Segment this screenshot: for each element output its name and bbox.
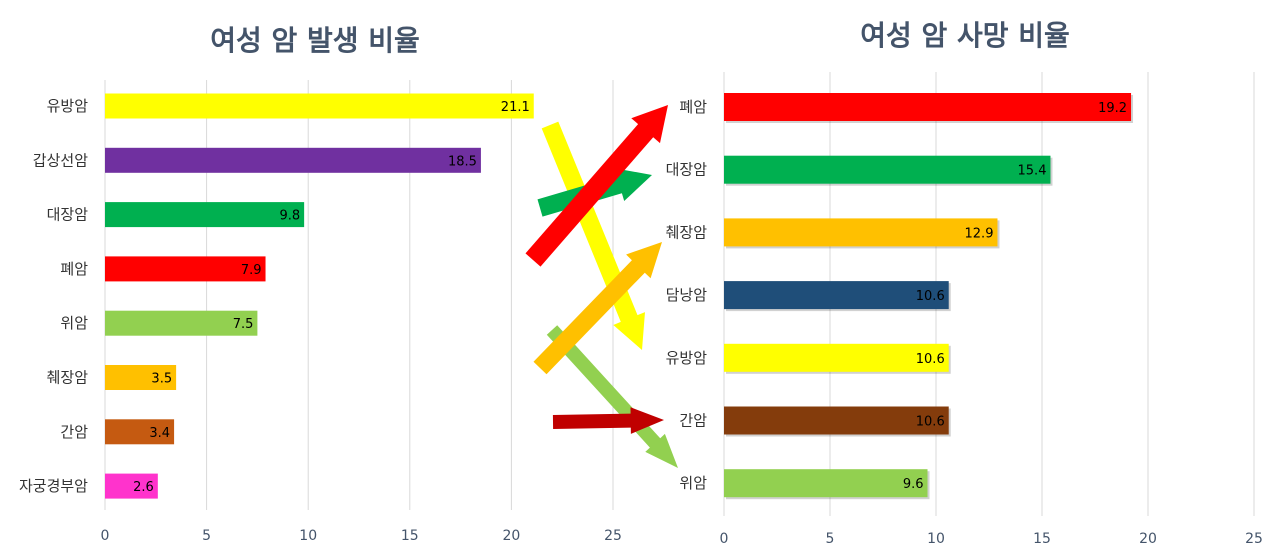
- mortality-category-label: 대장암: [666, 161, 708, 179]
- mortality-bar: [724, 281, 949, 310]
- mortality-chart: 여성 암 사망 비율 0 5 10 15 20 25 폐암 19.2 대장암 15.4 췌장암 12.…: [666, 19, 1263, 547]
- incidence-x-tick-label: 25: [604, 528, 622, 544]
- incidence-category-label: 췌장암: [47, 369, 89, 387]
- mortality-value-label: 10.6: [916, 352, 945, 367]
- incidence-x-tick-label: 15: [401, 528, 419, 544]
- incidence-value-label: 21.1: [501, 100, 530, 115]
- incidence-bar: [105, 310, 258, 336]
- mortality-value-label: 12.9: [965, 226, 994, 241]
- incidence-value-label: 9.8: [279, 209, 300, 224]
- incidence-bar: [105, 473, 158, 499]
- mortality-x-tick-label: 10: [927, 531, 945, 547]
- mortality-x-tick-label: 5: [826, 531, 835, 547]
- rank-change-arrows: [525, 105, 678, 468]
- mortality-x-tick-label: 25: [1245, 531, 1263, 547]
- incidence-x-tick-label: 20: [502, 528, 520, 544]
- incidence-category-label: 유방암: [47, 97, 89, 115]
- incidence-category-label: 갑상선암: [33, 151, 88, 169]
- incidence-x-tick-label: 5: [202, 528, 211, 544]
- incidence-bar: [105, 256, 266, 282]
- incidence-chart-title: 여성 암 발생 비율: [210, 24, 420, 57]
- mortality-value-label: 9.6: [903, 477, 924, 492]
- mortality-bar: [724, 155, 1051, 184]
- mortality-value-label: 10.6: [916, 289, 945, 304]
- incidence-chart: 여성 암 발생 비율 0 5 10 15 20 25 유방암 21.1 갑상선암 18.5 대장암 9…: [19, 24, 622, 544]
- incidence-value-label: 3.5: [151, 372, 172, 387]
- mortality-category-label: 간암: [679, 412, 707, 430]
- mortality-bar: [724, 343, 949, 372]
- incidence-category-label: 폐암: [60, 260, 88, 278]
- mortality-category-label: 유방암: [666, 349, 708, 367]
- incidence-bar: [105, 147, 481, 173]
- mortality-value-label: 15.4: [1018, 164, 1047, 179]
- incidence-value-label: 7.9: [241, 263, 262, 278]
- incidence-x-tick-label: 10: [299, 528, 317, 544]
- mortality-category-label: 췌장암: [666, 223, 708, 241]
- incidence-x-tick-label: 0: [101, 528, 110, 544]
- mortality-bar: [724, 406, 949, 435]
- mortality-x-tick-label: 0: [720, 531, 729, 547]
- mortality-bar: [724, 93, 1132, 121]
- mortality-value-label: 10.6: [916, 415, 945, 430]
- incidence-bar: [105, 419, 175, 445]
- mortality-x-tick-label: 20: [1139, 531, 1157, 547]
- mortality-bar: [724, 218, 998, 247]
- incidence-bar: [105, 365, 177, 390]
- incidence-bar: [105, 202, 305, 228]
- rank-arrow: [533, 242, 662, 375]
- incidence-bar: [105, 93, 534, 119]
- rank-arrow: [525, 105, 668, 267]
- mortality-category-label: 폐암: [679, 98, 707, 116]
- incidence-value-label: 3.4: [149, 426, 170, 441]
- incidence-category-label: 위암: [60, 314, 88, 332]
- incidence-category-label: 대장암: [47, 206, 89, 224]
- mortality-x-tick-label: 15: [1033, 531, 1051, 547]
- incidence-value-label: 7.5: [233, 317, 254, 332]
- mortality-bar: [724, 469, 928, 498]
- mortality-category-label: 담낭암: [666, 286, 708, 304]
- incidence-category-label: 자궁경부암: [19, 477, 88, 495]
- mortality-chart-title: 여성 암 사망 비율: [860, 19, 1070, 52]
- incidence-value-label: 18.5: [448, 154, 477, 169]
- incidence-category-label: 간암: [60, 423, 88, 441]
- incidence-value-label: 2.6: [133, 480, 154, 495]
- rank-arrow: [552, 407, 664, 434]
- mortality-value-label: 19.2: [1098, 101, 1127, 116]
- rank-arrow: [546, 325, 678, 468]
- mortality-category-label: 위암: [679, 474, 707, 492]
